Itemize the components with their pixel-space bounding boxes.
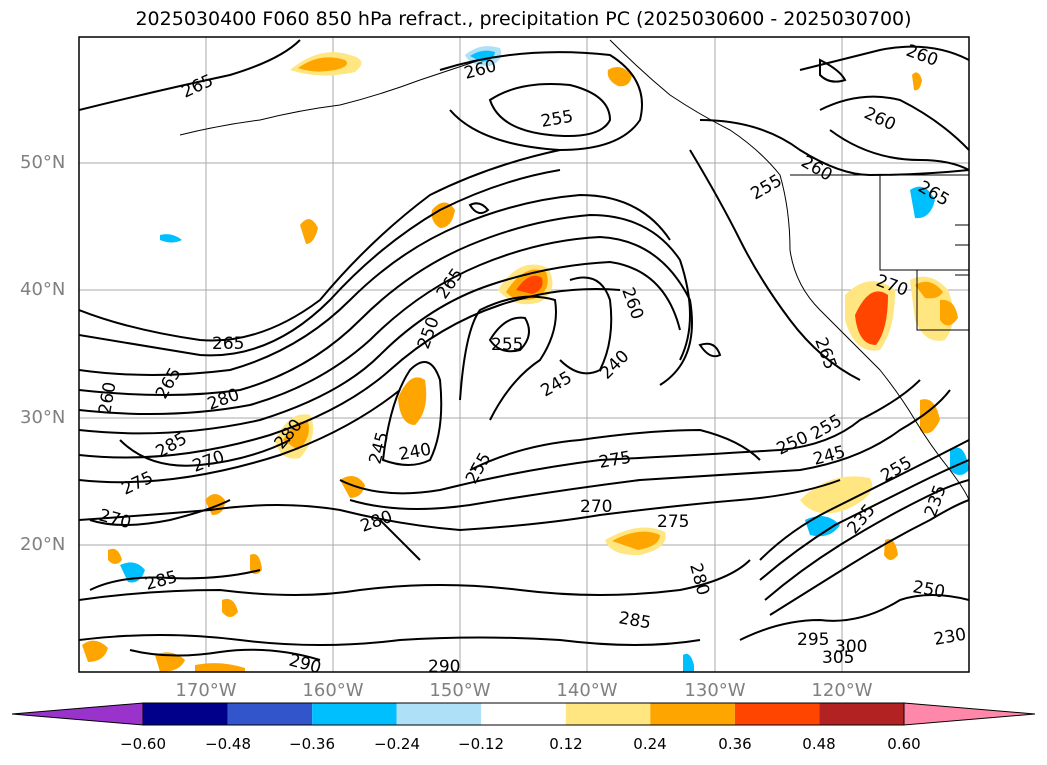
colorbar [11,702,1036,726]
colorbar-cell [227,703,313,725]
colorbar-tick-label: −0.12 [458,735,504,753]
lat-label: 20°N [20,534,66,555]
colorbar-cell [143,703,228,725]
contour-label: 300 [835,637,867,657]
coastlines [179,39,969,501]
lon-label: 130°W [684,680,746,701]
contour-label: 255 [491,335,523,355]
lon-label: 170°W [175,680,237,701]
colorbar-cell [650,703,735,725]
contour-label: 265 [212,334,244,354]
graticule [79,37,969,672]
colorbar-tick-label: 0.60 [887,735,921,753]
refractivity-contours [79,39,969,661]
contour-label: 270 [580,497,612,517]
colorbar-tick-label: −0.60 [120,735,166,753]
colorbar-tick-label: −0.48 [205,735,251,753]
colorbar-cell [819,703,904,725]
colorbar-cell [734,703,820,725]
colorbar-extend-low [11,702,144,726]
colorbar-tick-label: 0.48 [802,735,836,753]
lat-label: 50°N [20,152,66,173]
contour-label: 305 [822,648,854,668]
colorbar-tick-label: 0.12 [549,735,583,753]
contour-label: 290 [428,657,460,677]
precip-shading [82,46,969,672]
lon-label: 120°W [811,680,873,701]
lat-label: 40°N [20,279,66,300]
contour-label: 295 [797,630,829,650]
map-plot-area: 265 260 255 260 260 255 260 265 265 260 … [79,37,969,679]
map-frame [78,36,970,673]
colorbar-cell [312,703,397,725]
colorbar-cell [565,703,651,725]
colorbar-cell [481,703,566,725]
colorbar-tick-label: −0.36 [289,735,335,753]
colorbar-tick-label: 0.24 [633,735,667,753]
colorbar-extend-high [903,702,1036,726]
lon-label: 140°W [556,680,618,701]
contour-label: 290 [287,651,324,679]
contour-label: 275 [657,512,689,532]
colorbar-tick-label: −0.24 [374,735,420,753]
lon-label: 160°W [302,680,364,701]
colorbar-tick-label: 0.36 [718,735,752,753]
map-title: 2025030400 F060 850 hPa refract., precip… [135,8,912,30]
colorbar-cell [396,703,482,725]
lon-label: 150°W [429,680,491,701]
lat-label: 30°N [20,407,66,428]
